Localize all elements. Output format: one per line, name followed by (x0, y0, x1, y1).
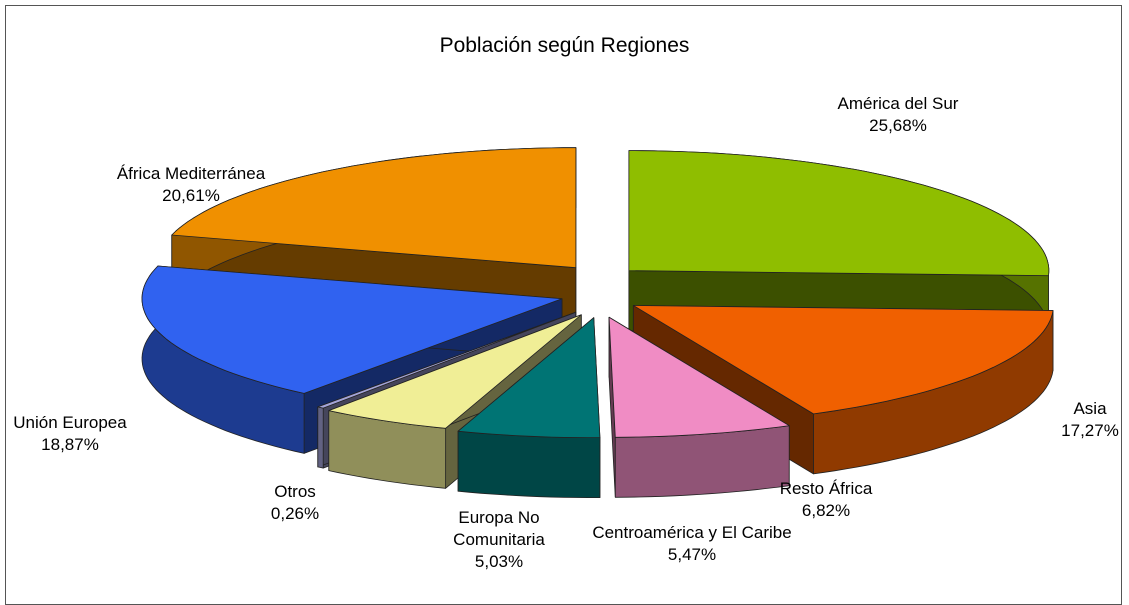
category-label: América del Sur (837, 94, 959, 113)
category-label: Centroamérica y El Caribe (592, 523, 792, 542)
slice-label: América del Sur 25,68% (798, 93, 998, 137)
value-label: 6,82% (801, 501, 851, 520)
slice-top (608, 316, 790, 438)
value-label: 5,03% (474, 552, 524, 571)
slice-wall (457, 430, 601, 498)
value-label: 25,68% (869, 116, 927, 135)
category-label: África Mediterránea (116, 164, 266, 183)
slice-top (328, 314, 582, 429)
value-label: 20,61% (162, 186, 220, 205)
value-label: 17,27% (1061, 421, 1119, 440)
slice-label: Centroamérica y El Caribe 5,47% (592, 522, 792, 566)
category-label: Otros (274, 482, 316, 501)
slice-top (632, 305, 1054, 415)
slice-label: Resto África 6,82% (756, 478, 896, 522)
slice-label: Asia 17,27% (1045, 398, 1129, 442)
slice-top (141, 265, 563, 394)
value-label: 18,87% (41, 435, 99, 454)
page: Población según Regiones (() => { const … (0, 5, 1129, 605)
value-label: 5,47% (667, 545, 717, 564)
slice-top (171, 147, 577, 269)
value-label: 0,26% (270, 504, 320, 523)
slice-label: Unión Europea 18,87% (0, 412, 140, 456)
slice-label: Europa No Comunitaria 5,03% (419, 507, 579, 573)
category-label: Asia (1073, 399, 1107, 418)
chart-title: Población según Regiones (439, 34, 690, 57)
slice-label: Otros 0,26% (255, 481, 335, 525)
slice-top (457, 317, 601, 438)
category-label: Europa No Comunitaria (453, 508, 545, 549)
category-label: Unión Europea (13, 413, 127, 432)
slice-wall (317, 406, 324, 469)
category-label: Resto África (779, 479, 873, 498)
slice-top (317, 311, 577, 409)
chart (141, 147, 1054, 499)
slice-top (628, 150, 1050, 277)
slice-label: África Mediterránea 20,61% (91, 163, 291, 207)
